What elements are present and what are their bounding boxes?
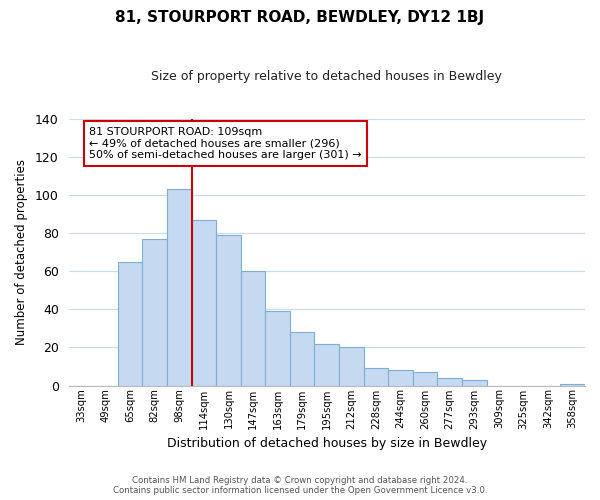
Bar [118, 262, 142, 386]
Bar [167, 190, 191, 386]
Y-axis label: Number of detached properties: Number of detached properties [15, 159, 28, 345]
Bar [339, 348, 364, 386]
Bar [265, 311, 290, 386]
Bar [560, 384, 585, 386]
Bar [216, 235, 241, 386]
X-axis label: Distribution of detached houses by size in Bewdley: Distribution of detached houses by size … [167, 437, 487, 450]
Bar [462, 380, 487, 386]
Text: 81, STOURPORT ROAD, BEWDLEY, DY12 1BJ: 81, STOURPORT ROAD, BEWDLEY, DY12 1BJ [115, 10, 485, 25]
Bar [314, 344, 339, 386]
Bar [290, 332, 314, 386]
Bar [413, 372, 437, 386]
Bar [142, 239, 167, 386]
Bar [388, 370, 413, 386]
Bar [191, 220, 216, 386]
Text: 81 STOURPORT ROAD: 109sqm
← 49% of detached houses are smaller (296)
50% of semi: 81 STOURPORT ROAD: 109sqm ← 49% of detac… [89, 127, 362, 160]
Title: Size of property relative to detached houses in Bewdley: Size of property relative to detached ho… [151, 70, 502, 83]
Bar [437, 378, 462, 386]
Bar [241, 271, 265, 386]
Text: Contains HM Land Registry data © Crown copyright and database right 2024.
Contai: Contains HM Land Registry data © Crown c… [113, 476, 487, 495]
Bar [364, 368, 388, 386]
